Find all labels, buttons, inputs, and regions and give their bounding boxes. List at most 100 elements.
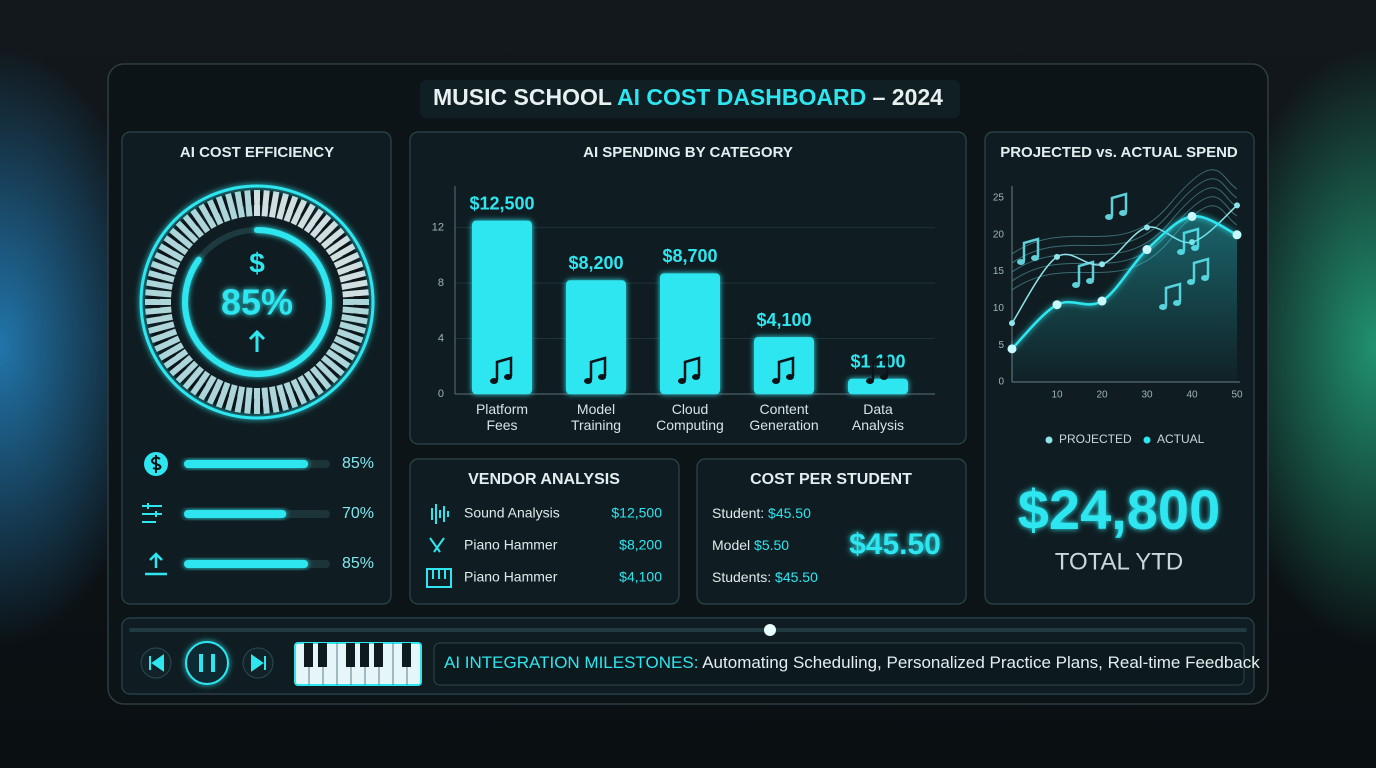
panel-title: COST PER STUDENT (750, 471, 912, 488)
vendor-name: Piano Hammer (464, 537, 558, 553)
gauge-key (276, 193, 289, 220)
staff-line (1011, 169, 1238, 255)
x-tick-label: 50 (1231, 390, 1243, 401)
progress-knob[interactable] (764, 624, 776, 636)
pause-button[interactable] (185, 641, 229, 685)
gauge-key (342, 306, 369, 315)
cost-value: $5.50 (754, 537, 789, 553)
legend-label: ACTUAL (1157, 432, 1205, 446)
x-tick-label: 40 (1186, 390, 1198, 401)
progress-label: 70% (342, 505, 374, 522)
note-head (866, 378, 874, 384)
gauge-key (329, 243, 356, 262)
title-suffix: – 2024 (873, 84, 944, 110)
note-head (1119, 210, 1127, 216)
gauge-key (206, 199, 224, 226)
growth-icon (145, 552, 167, 576)
gauge-black-key (314, 378, 327, 392)
gauge-key (320, 227, 345, 250)
gauge-key (341, 279, 368, 291)
gauge-key (297, 374, 316, 401)
panel (121, 131, 392, 605)
keys-icon-lines (432, 569, 446, 579)
bar (566, 280, 626, 394)
gauge-black-key (147, 276, 163, 283)
gauge-black-key (327, 366, 341, 379)
progress-bar (184, 460, 309, 468)
gauge-black-key (145, 304, 161, 309)
gauge-black-key (351, 276, 367, 283)
gauge-key (148, 270, 175, 283)
panel (696, 458, 967, 605)
cost-highlight: $45.50 (849, 528, 941, 561)
bar (848, 378, 908, 394)
gauge-key (169, 354, 194, 377)
vendor-amount: $12,500 (611, 505, 662, 521)
black-key (318, 643, 327, 667)
panel (409, 458, 680, 605)
vendor-amount: $8,200 (619, 537, 662, 553)
vendor-name: Sound Analysis (464, 505, 560, 521)
panel-title: VENDOR ANALYSIS (468, 471, 620, 488)
gauge-key (145, 289, 172, 298)
panel-title: AI COST EFFICIENCY (180, 144, 334, 161)
vendor-icons (426, 504, 452, 588)
gauge-black-key (161, 352, 176, 364)
chart-title: AI SPENDING BY CATEGORY (583, 144, 793, 161)
gauge-key (198, 374, 217, 401)
gauge-black-key (212, 197, 222, 213)
note-head (1105, 214, 1113, 220)
gauge-key (276, 384, 289, 411)
black-key (360, 643, 369, 667)
ticker-box (433, 642, 1245, 686)
cost-value: $45.50 (768, 505, 811, 521)
gauge-key (315, 360, 339, 384)
value-label: $8,200 (568, 253, 623, 273)
gauge-black-key (353, 295, 369, 300)
gauge-black-key (231, 396, 238, 412)
progress-label: 85% (342, 455, 374, 472)
point (1187, 211, 1197, 221)
ticker-text: Automating Scheduling, Personalized Prac… (702, 653, 1260, 672)
gauge-black-key (284, 194, 293, 210)
next-button[interactable] (242, 647, 274, 679)
gauge-key (303, 370, 324, 396)
gauge-black-key (149, 266, 165, 275)
cost-value: $45.50 (775, 569, 818, 585)
gauge-key (268, 191, 280, 218)
gauge-key (325, 348, 351, 369)
vendor-name: Piano Hammer (464, 569, 558, 585)
gauge-black-key (353, 304, 369, 309)
gauge-black-key (292, 197, 302, 213)
gauge-black-key (195, 382, 207, 398)
gauge-black-key (187, 212, 200, 226)
gauge-key (175, 220, 199, 244)
gauge-black-key (250, 398, 255, 414)
legend-dot (1143, 436, 1151, 444)
note-head (1017, 259, 1025, 265)
legend-dot (1045, 436, 1053, 444)
gauge-key (234, 191, 246, 218)
point (1009, 320, 1015, 327)
total-value: $24,800 (1018, 478, 1220, 541)
y-tick-label: 4 (438, 332, 444, 344)
gauge-key (169, 227, 194, 250)
prev-button[interactable] (140, 647, 172, 679)
title-highlight: AI COST DASHBOARD (617, 84, 866, 110)
title: MUSIC SCHOOL AI COST DASHBOARD – 2024 (433, 84, 943, 110)
x-tick-label: Cloud Computing (656, 401, 724, 433)
gauge-key (154, 335, 181, 353)
gauge-black-key (180, 218, 193, 232)
gauge-black-key (349, 266, 365, 275)
note-head (1031, 255, 1039, 261)
gauge-key (163, 235, 189, 256)
note-icon (1022, 237, 1040, 261)
note-head (598, 374, 606, 380)
point (1234, 202, 1240, 209)
x-tick-label: Content Generation (749, 401, 819, 433)
gauge-black-key (307, 383, 319, 398)
total-label: TOTAL YTD (1055, 548, 1183, 575)
black-key (346, 643, 355, 667)
y-tick-label: 5 (998, 340, 1004, 351)
vendor-amount: $4,100 (619, 569, 662, 585)
